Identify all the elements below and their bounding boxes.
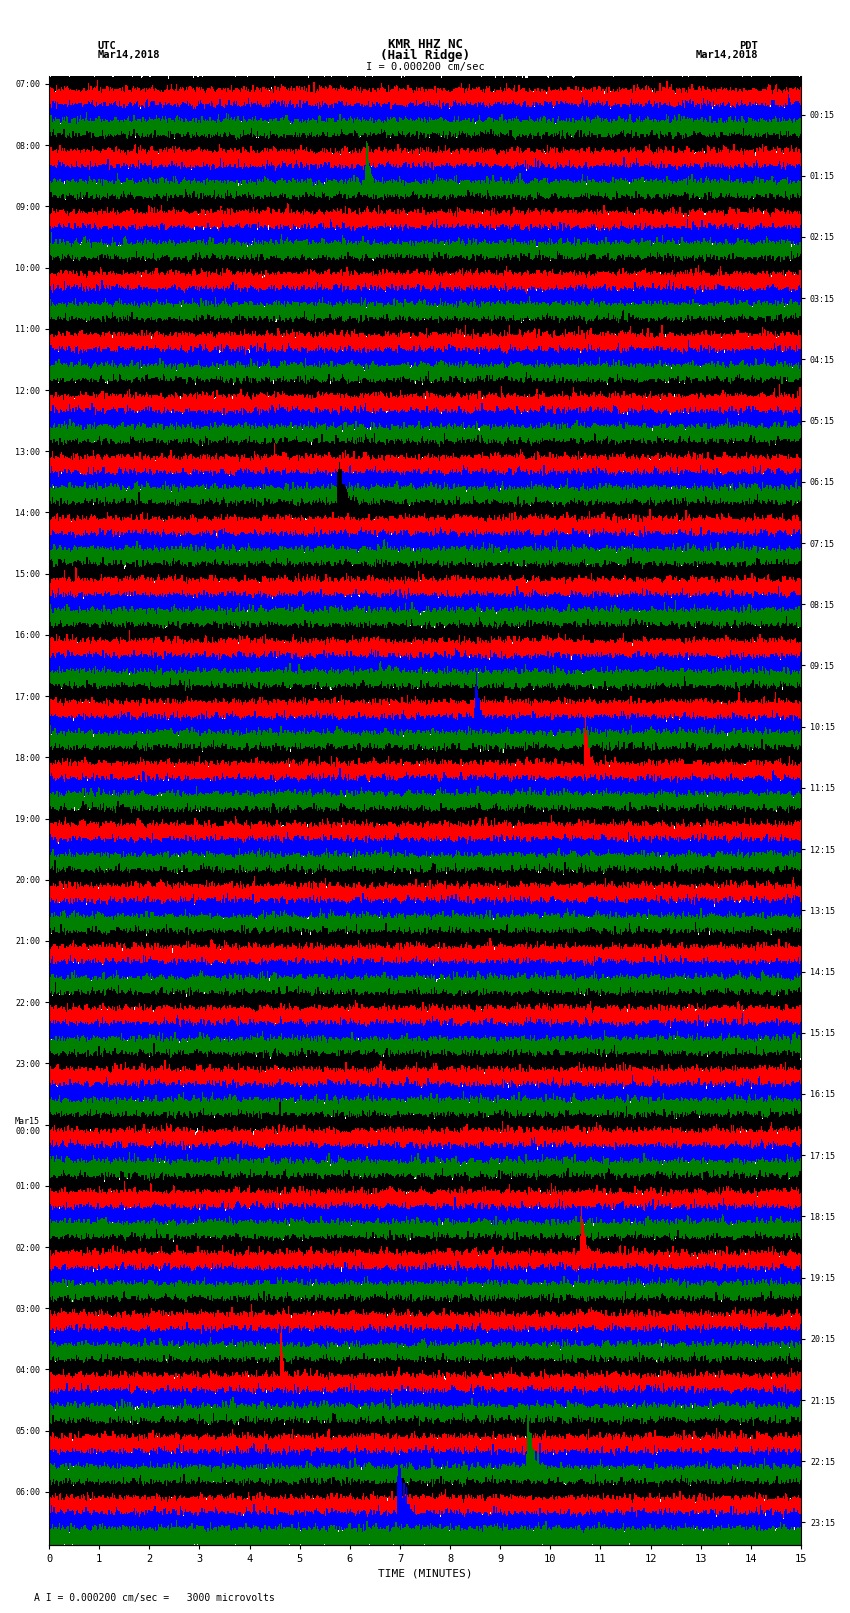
X-axis label: TIME (MINUTES): TIME (MINUTES) xyxy=(377,1569,473,1579)
Text: KMR HHZ NC: KMR HHZ NC xyxy=(388,37,462,50)
Text: Mar14,2018: Mar14,2018 xyxy=(695,50,758,60)
Text: I = 0.000200 cm/sec: I = 0.000200 cm/sec xyxy=(366,61,484,71)
Text: PDT: PDT xyxy=(740,40,758,50)
Text: UTC: UTC xyxy=(98,40,116,50)
Text: Mar14,2018: Mar14,2018 xyxy=(98,50,161,60)
Text: A I = 0.000200 cm/sec =   3000 microvolts: A I = 0.000200 cm/sec = 3000 microvolts xyxy=(34,1594,275,1603)
Text: (Hail Ridge): (Hail Ridge) xyxy=(380,48,470,63)
